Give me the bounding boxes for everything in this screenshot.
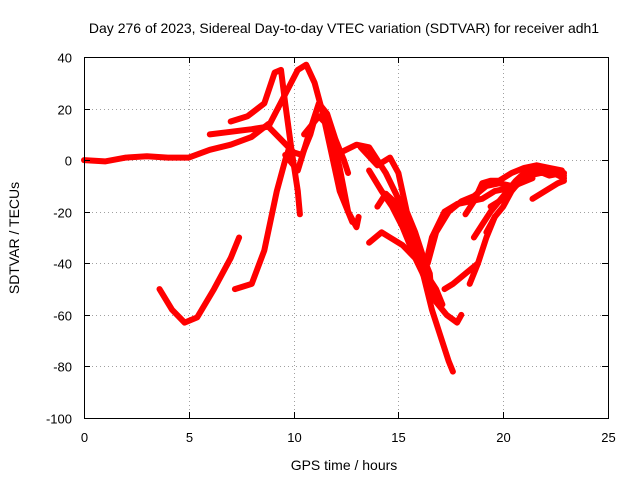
x-tick-label: 15: [391, 430, 405, 445]
series-late-9: [512, 170, 567, 187]
series-peak-1: [227, 66, 303, 218]
series-baseline: [81, 121, 272, 165]
x-tick-label: 10: [287, 430, 301, 445]
series-mid-1: [332, 141, 456, 375]
series-dip-1: [156, 234, 243, 326]
y-tick-label: -60: [53, 309, 72, 324]
data-layer: [81, 61, 567, 375]
y-tick-label: 0: [65, 154, 72, 169]
series-rise-2: [282, 100, 352, 176]
plot-frame: [84, 57, 609, 419]
y-tick-label: -80: [53, 360, 72, 375]
y-tick-label: 20: [58, 103, 72, 118]
x-tick-label: 25: [601, 430, 615, 445]
series-mid-5: [374, 190, 429, 272]
y-tick-label: 40: [58, 51, 72, 66]
series-main-peak: [206, 61, 356, 225]
y-tick-label: -40: [53, 257, 72, 272]
y-axis-label: SDTVAR / TECUs: [6, 182, 22, 294]
series-branch-7: [265, 115, 318, 158]
y-tick-label: -100: [46, 412, 72, 427]
x-tick-label: 0: [81, 430, 88, 445]
x-axis-label: GPS time / hours: [291, 457, 398, 473]
series-late-7: [466, 213, 498, 287]
tick-layer: 0 5 10 15 20 25 -100 -80 -60 -40 -20 0 20 40: [46, 51, 616, 446]
series-late-6: [441, 260, 481, 293]
series-late-10: [529, 177, 567, 202]
grid-layer: [84, 57, 608, 418]
series-branch-8: [301, 113, 362, 231]
chart-title: Day 276 of 2023, Sidereal Day-to-day VTE…: [89, 20, 599, 36]
y-tick-label: -20: [53, 206, 72, 221]
x-tick-label: 5: [186, 430, 193, 445]
series-rise-1: [231, 144, 293, 293]
x-tick-label: 20: [496, 430, 510, 445]
